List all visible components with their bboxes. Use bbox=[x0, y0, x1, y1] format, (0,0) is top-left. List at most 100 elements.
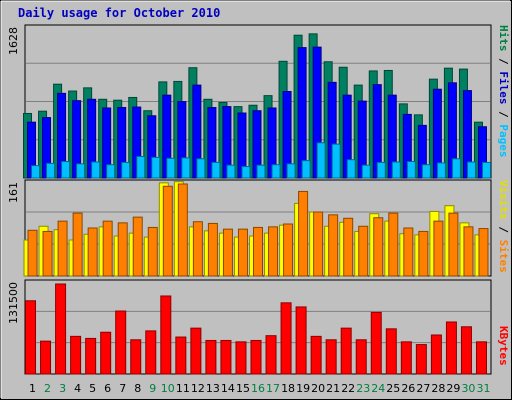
pages-bar bbox=[136, 155, 146, 179]
day-label: 24 bbox=[371, 382, 385, 395]
legend-files: Files bbox=[497, 71, 510, 104]
day-label: 11 bbox=[176, 382, 190, 395]
y-max-label: 161 bbox=[7, 182, 20, 203]
day-label: 14 bbox=[221, 382, 235, 395]
pages-bar bbox=[271, 164, 281, 179]
sites-bar bbox=[268, 226, 279, 277]
sites-bar bbox=[478, 228, 489, 277]
day-label: 4 bbox=[74, 382, 81, 395]
sites-bar bbox=[388, 212, 399, 277]
day-label: 21 bbox=[326, 382, 340, 395]
legend-hits: Hits bbox=[497, 25, 510, 52]
sites-bar bbox=[192, 221, 203, 277]
day-label: 22 bbox=[341, 382, 355, 395]
pages-bar bbox=[451, 158, 461, 179]
legend-sites: Sites bbox=[497, 240, 510, 273]
kbytes-bar bbox=[475, 341, 487, 375]
kbytes-bar bbox=[25, 300, 37, 375]
day-label: 13 bbox=[206, 382, 220, 395]
pages-bar bbox=[106, 164, 116, 179]
sites-bar bbox=[298, 190, 309, 277]
sites-bar bbox=[313, 211, 324, 277]
kbytes-bar bbox=[175, 336, 187, 375]
series-legend: KBytes bbox=[497, 326, 510, 366]
day-label: 6 bbox=[104, 382, 111, 395]
day-label: 9 bbox=[149, 382, 156, 395]
day-label: 10 bbox=[161, 382, 175, 395]
y-max-label: 131500 bbox=[7, 282, 20, 324]
pages-bar bbox=[481, 161, 491, 179]
day-label: 3 bbox=[59, 382, 66, 395]
kbytes-bar bbox=[385, 328, 397, 375]
pages-bar bbox=[91, 161, 101, 179]
sites-bar bbox=[403, 227, 414, 277]
kbytes-bar bbox=[115, 310, 127, 375]
sites-bar bbox=[147, 226, 158, 277]
kbytes-bar bbox=[130, 339, 142, 375]
sites-bar bbox=[87, 227, 98, 277]
sites-bar bbox=[283, 223, 294, 277]
hits-files-pages-panel: 1628 Hits / Files / Pages bbox=[7, 24, 510, 179]
sites-bar bbox=[102, 220, 113, 277]
kbytes-bar bbox=[40, 340, 52, 375]
kbytes-bar bbox=[100, 331, 112, 375]
day-label: 7 bbox=[119, 382, 126, 395]
kbytes-bar bbox=[280, 302, 292, 375]
pages-bar bbox=[166, 157, 176, 179]
sites-bar bbox=[358, 225, 369, 277]
day-label: 8 bbox=[134, 382, 141, 395]
kbytes-bar bbox=[160, 295, 172, 375]
sites-bar bbox=[253, 226, 263, 277]
pages-bar bbox=[76, 163, 86, 179]
kbytes-bar bbox=[400, 341, 412, 375]
sites-bar bbox=[343, 217, 354, 277]
kbytes-bar bbox=[250, 339, 262, 375]
day-label: 27 bbox=[416, 382, 430, 395]
day-label: 25 bbox=[386, 382, 400, 395]
series-legend: Hits / Files / Pages bbox=[497, 25, 510, 158]
sites-bar bbox=[448, 212, 459, 277]
chart-title: Daily usage for October 2010 bbox=[18, 6, 220, 20]
kbytes-bar bbox=[445, 321, 457, 375]
kbytes-panel: 131500 KBytes bbox=[7, 279, 510, 375]
y-max-label: 1628 bbox=[7, 27, 20, 55]
legend-pages: Pages bbox=[497, 124, 510, 157]
day-label: 28 bbox=[431, 382, 445, 395]
pages-bar bbox=[361, 164, 371, 179]
day-label: 16 bbox=[251, 382, 265, 395]
kbytes-bar bbox=[415, 344, 427, 375]
kbytes-bar bbox=[205, 339, 217, 375]
day-label: 23 bbox=[356, 382, 370, 395]
day-label: 5 bbox=[89, 382, 96, 395]
day-label: 2 bbox=[44, 382, 51, 395]
pages-bar bbox=[256, 164, 266, 179]
sites-bar bbox=[42, 230, 53, 277]
kbytes-bar bbox=[460, 326, 472, 375]
kbytes-bar bbox=[85, 337, 97, 375]
legend-separator: / bbox=[497, 105, 510, 125]
kbytes-bar bbox=[370, 311, 382, 375]
sites-bar bbox=[373, 217, 384, 277]
pages-bar bbox=[391, 161, 401, 179]
kbytes-bar bbox=[235, 341, 247, 375]
sites-bar bbox=[463, 226, 474, 277]
sites-bar bbox=[132, 216, 143, 277]
day-label: 17 bbox=[266, 382, 280, 395]
pages-bar bbox=[286, 163, 296, 179]
pages-bar bbox=[421, 164, 431, 179]
sites-visits-panel: 161 Visits / Sites bbox=[7, 179, 510, 277]
kbytes-bar bbox=[190, 327, 202, 375]
pages-bar bbox=[241, 166, 251, 179]
sites-bar bbox=[433, 220, 444, 277]
kbytes-bar bbox=[310, 335, 322, 375]
sites-bar bbox=[237, 228, 248, 277]
day-label: 29 bbox=[446, 382, 460, 395]
pages-bar bbox=[466, 161, 476, 179]
pages-bar bbox=[121, 161, 131, 179]
sites-bar bbox=[27, 229, 38, 277]
kbytes-bar bbox=[55, 283, 67, 375]
sites-bar bbox=[177, 183, 188, 277]
pages-bar bbox=[211, 161, 221, 179]
sites-bar bbox=[328, 214, 339, 277]
